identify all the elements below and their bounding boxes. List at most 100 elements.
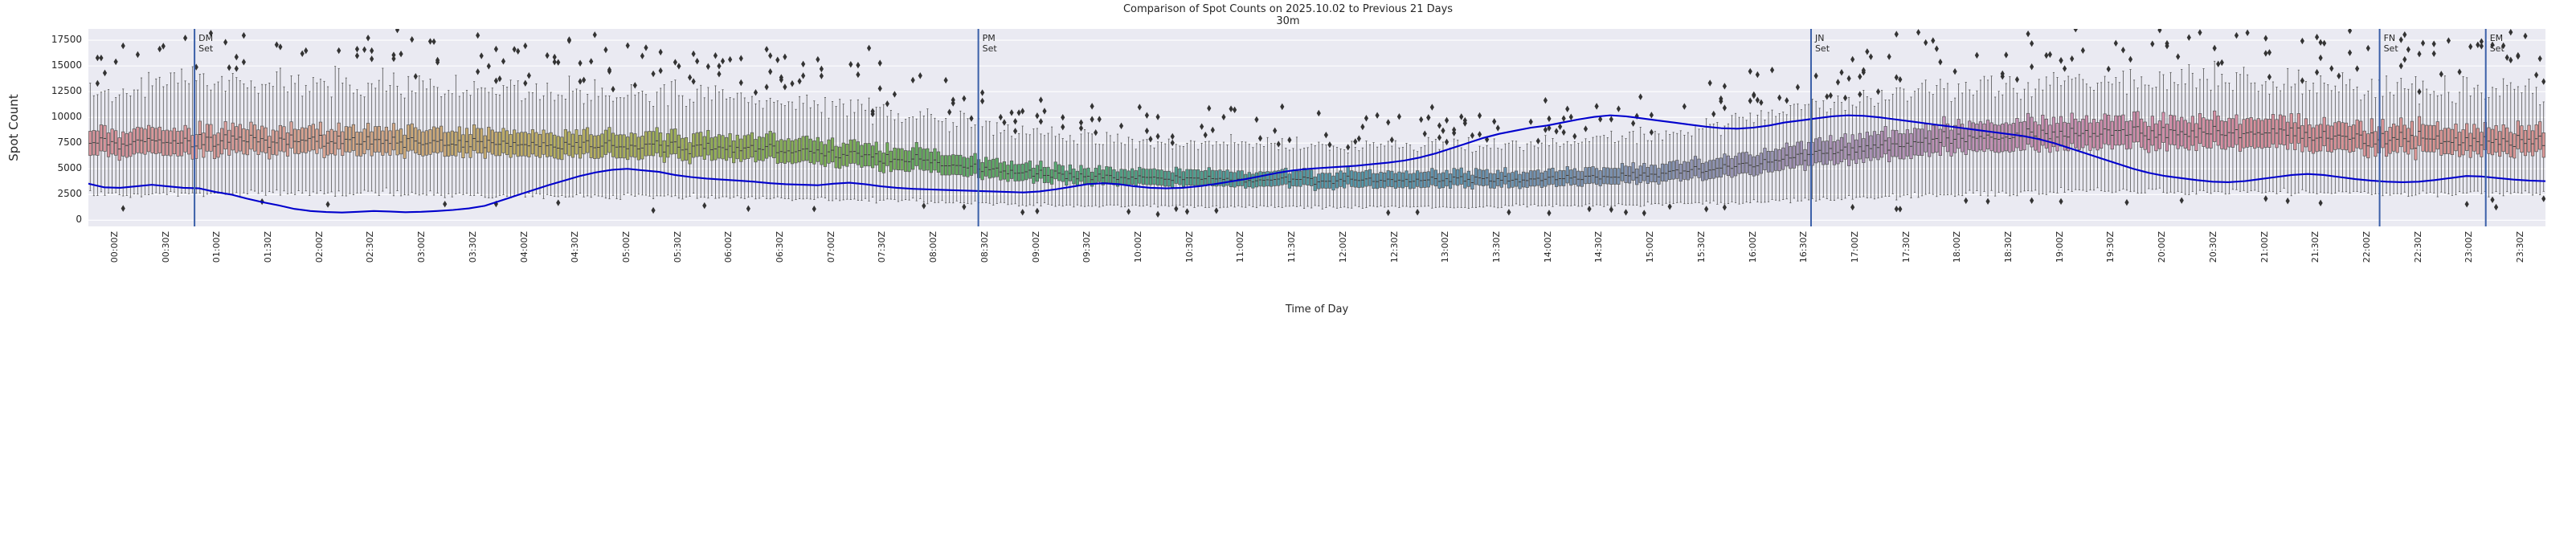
outlier-marker xyxy=(2468,43,2473,51)
box xyxy=(1049,169,1054,185)
outlier-marker xyxy=(1327,141,1332,149)
box xyxy=(1481,169,1486,186)
box xyxy=(947,155,951,176)
outlier-marker xyxy=(1323,131,1328,139)
box xyxy=(205,124,210,152)
box xyxy=(216,132,220,158)
outlier-marker xyxy=(1795,83,1801,91)
outlier-marker xyxy=(2431,40,2436,47)
box xyxy=(1730,158,1734,178)
box xyxy=(1584,167,1588,185)
box xyxy=(1766,151,1771,173)
box xyxy=(702,136,706,160)
outlier-marker xyxy=(1898,206,1903,213)
box xyxy=(212,134,217,160)
x-tick-label: 10:30Z xyxy=(1184,231,1195,263)
box xyxy=(1822,141,1826,165)
box xyxy=(959,154,963,176)
box xyxy=(684,137,689,161)
box xyxy=(984,157,988,177)
box xyxy=(542,129,546,155)
box xyxy=(1155,169,1160,185)
box xyxy=(440,125,444,153)
outlier-marker xyxy=(1441,127,1445,135)
outlier-marker xyxy=(1858,73,1862,80)
x-tick-label: 17:00Z xyxy=(1849,231,1860,263)
box xyxy=(1551,168,1555,185)
outlier-marker xyxy=(556,59,561,66)
outlier-marker xyxy=(2476,41,2480,49)
box xyxy=(1609,168,1613,185)
outlier-marker xyxy=(2285,198,2290,205)
box xyxy=(447,132,451,157)
outlier-marker xyxy=(910,76,915,84)
box xyxy=(1741,152,1745,173)
box xyxy=(1605,167,1609,185)
outlier-marker xyxy=(1437,134,1442,141)
box xyxy=(1587,167,1592,184)
box xyxy=(1773,149,1778,171)
box xyxy=(1576,170,1580,187)
x-tick-label: 12:00Z xyxy=(1337,231,1348,263)
current-day-line xyxy=(88,114,2545,214)
box xyxy=(1017,164,1021,181)
box xyxy=(746,134,750,159)
box xyxy=(1035,165,1040,182)
outlier-marker xyxy=(885,100,889,108)
outlier-marker xyxy=(764,46,769,53)
outlier-marker xyxy=(819,65,824,73)
box xyxy=(1214,170,1218,187)
x-tick-label: 16:00Z xyxy=(1747,231,1758,263)
outlier-marker xyxy=(1825,93,1830,100)
box xyxy=(1200,170,1204,187)
outlier-marker xyxy=(2026,30,2030,38)
y-tick-label: 2500 xyxy=(57,188,82,200)
outlier-marker xyxy=(1631,120,1636,127)
box xyxy=(1302,168,1306,185)
box xyxy=(454,132,458,157)
box xyxy=(1163,170,1167,187)
box xyxy=(1620,163,1625,181)
outlier-marker xyxy=(552,53,557,61)
box xyxy=(783,140,787,164)
box xyxy=(1602,167,1606,185)
outlier-marker xyxy=(566,36,572,43)
box xyxy=(2432,125,2436,153)
outlier-marker xyxy=(2439,71,2443,78)
box xyxy=(1737,153,1741,174)
box xyxy=(1298,170,1302,187)
box xyxy=(589,134,593,158)
outlier-marker xyxy=(1144,127,1149,135)
outlier-marker xyxy=(1097,116,1102,123)
box xyxy=(655,127,659,153)
box xyxy=(1876,134,1880,161)
x-tick-label: 23:00Z xyxy=(2464,231,2475,263)
box xyxy=(648,131,652,157)
outlier-marker xyxy=(2234,31,2239,39)
outlier-marker xyxy=(1276,141,1281,148)
outlier-marker xyxy=(300,50,305,57)
outlier-marker xyxy=(2044,51,2049,59)
outlier-marker xyxy=(578,78,583,85)
outlier-marker xyxy=(523,79,528,87)
outlier-marker xyxy=(1174,205,1179,213)
box xyxy=(1814,138,1818,164)
outlier-marker xyxy=(1200,123,1204,130)
outlier-marker xyxy=(304,47,309,55)
outlier-marker xyxy=(2073,29,2078,33)
box xyxy=(1985,120,1990,149)
box xyxy=(1993,124,1997,153)
box xyxy=(2447,128,2451,154)
plot-area: DM Set PM Set JN Set FN Set EM Set xyxy=(88,29,2545,226)
box xyxy=(1353,171,1357,188)
box xyxy=(1324,173,1328,189)
outlier-marker xyxy=(1038,118,1044,125)
box xyxy=(779,139,783,163)
box xyxy=(1331,175,1335,191)
outlier-marker xyxy=(1507,209,1511,216)
x-tick-label: 22:00Z xyxy=(2361,231,2373,263)
box xyxy=(951,154,955,175)
box xyxy=(1229,171,1233,188)
box xyxy=(1105,166,1109,183)
y-tick-label: 10000 xyxy=(51,111,82,123)
